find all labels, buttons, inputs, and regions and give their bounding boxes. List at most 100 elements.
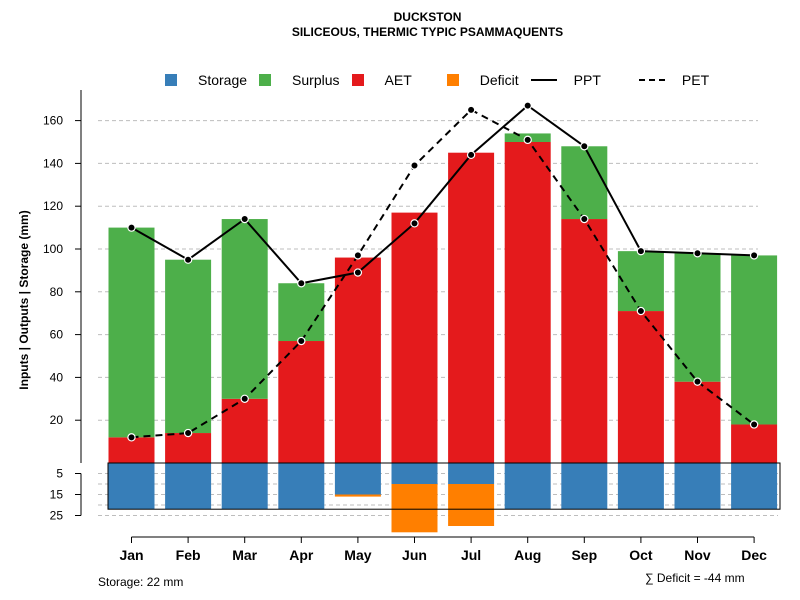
y-tick-label-upper: 120 xyxy=(43,199,63,213)
deficit-note: ∑ Deficit = -44 mm xyxy=(645,571,745,585)
aet-bar xyxy=(731,424,778,463)
legend-line-pet xyxy=(638,79,665,81)
aet-bar xyxy=(278,341,325,463)
ppt-point xyxy=(240,214,249,224)
surplus-bar xyxy=(108,227,155,438)
ppt-line xyxy=(131,104,755,285)
y-tick-label-upper: 60 xyxy=(50,328,64,342)
pet-point xyxy=(466,105,476,115)
chart-title: DUCKSTON xyxy=(393,10,462,24)
storage-bar xyxy=(221,463,268,510)
x-tick-label: Dec xyxy=(741,547,767,563)
aet-bar xyxy=(334,257,381,463)
legend: Storage Surplus AET Deficit PPT PET xyxy=(165,70,721,90)
x-tick-label: Jan xyxy=(119,547,143,563)
y-tick-label-upper: 80 xyxy=(50,285,64,299)
legend-swatch-aet xyxy=(351,74,364,86)
x-tick-label: Sep xyxy=(571,547,597,563)
y-tick-label-lower: 15 xyxy=(50,488,64,502)
aet-bar xyxy=(561,219,608,463)
pet-point xyxy=(410,161,419,170)
storage-capacity-frame xyxy=(107,462,781,510)
x-tick-label: Nov xyxy=(684,547,711,563)
surplus-bar xyxy=(165,259,212,434)
surplus-bar xyxy=(617,251,664,312)
pet-point xyxy=(523,135,532,145)
x-tick-label: May xyxy=(344,547,371,563)
storage-bar xyxy=(391,463,438,484)
pet-point xyxy=(636,306,646,316)
legend-label-aet: AET xyxy=(384,72,412,88)
x-tick-label: Jul xyxy=(461,547,481,563)
legend-label-surplus: Surplus xyxy=(292,72,340,88)
pet-point xyxy=(127,433,136,442)
deficit-bar xyxy=(448,484,495,526)
x-tick-label: Jun xyxy=(402,547,427,563)
y-tick-label-lower: 25 xyxy=(50,509,64,523)
pet-point xyxy=(693,377,702,386)
legend-swatch-storage xyxy=(165,74,177,86)
legend-item-storage: Storage xyxy=(165,72,247,88)
pet-point xyxy=(353,251,363,260)
pet-point xyxy=(240,394,249,403)
legend-line-ppt xyxy=(530,79,557,81)
aet-bar xyxy=(617,311,664,463)
ppt-point xyxy=(410,219,419,228)
storage-bar xyxy=(674,463,721,510)
x-tick-label: Mar xyxy=(232,547,257,563)
aet-bar xyxy=(108,437,155,463)
legend-item-surplus: Surplus xyxy=(259,72,340,88)
pet-point xyxy=(580,214,589,224)
legend-swatch-deficit xyxy=(446,74,459,86)
surplus-bar xyxy=(561,146,608,220)
ppt-point xyxy=(749,251,759,260)
y-tick-label-upper: 140 xyxy=(43,156,63,170)
aet-bar xyxy=(221,398,268,463)
storage-bar xyxy=(731,463,778,510)
ppt-point xyxy=(523,101,532,110)
deficit-bar xyxy=(391,484,438,533)
storage-bar xyxy=(561,463,608,510)
x-tick-label: Oct xyxy=(629,547,653,563)
ppt-point xyxy=(127,223,136,232)
ppt-point xyxy=(580,142,589,151)
aet-bar xyxy=(504,142,551,463)
pet-point xyxy=(297,336,306,346)
x-tick-label: Feb xyxy=(176,547,201,563)
legend-label-ppt: PPT xyxy=(573,72,601,88)
y-axis-label: Inputs | Outputs | Storage (mm) xyxy=(17,210,31,389)
aet-bar xyxy=(165,433,212,463)
storage-bar xyxy=(165,463,212,510)
storage-bar xyxy=(448,463,495,484)
x-tick-label: Aug xyxy=(514,547,541,563)
aet-bar xyxy=(674,381,721,463)
surplus-bar xyxy=(278,283,325,342)
legend-label-deficit: Deficit xyxy=(479,72,519,88)
surplus-bar xyxy=(731,255,778,425)
legend-swatch-surplus xyxy=(259,74,272,86)
ppt-point xyxy=(353,268,363,277)
y-tick-label-upper: 160 xyxy=(43,114,63,128)
legend-item-aet: AET xyxy=(351,72,435,88)
surplus-bar xyxy=(674,253,721,382)
pet-point xyxy=(749,420,759,429)
aet-bar xyxy=(448,152,495,463)
y-tick-label-upper: 100 xyxy=(43,242,63,256)
storage-bar xyxy=(504,463,551,510)
y-tick-label-lower: 5 xyxy=(56,467,63,481)
legend-item-ppt: PPT xyxy=(530,72,627,88)
ppt-point xyxy=(636,246,646,256)
legend-label-storage: Storage xyxy=(198,72,248,88)
ppt-point xyxy=(693,249,702,258)
x-tick-label: Apr xyxy=(289,547,314,563)
storage-bar xyxy=(334,463,381,495)
ppt-point xyxy=(183,255,193,264)
legend-label-pet: PET xyxy=(681,72,710,88)
y-tick-label-upper: 40 xyxy=(50,370,64,384)
ppt-point xyxy=(297,279,306,288)
aet-bar xyxy=(391,212,438,463)
pet-line xyxy=(131,108,755,439)
pet-point xyxy=(183,428,193,438)
deficit-bar xyxy=(334,494,381,497)
legend-item-deficit: Deficit xyxy=(446,72,519,88)
